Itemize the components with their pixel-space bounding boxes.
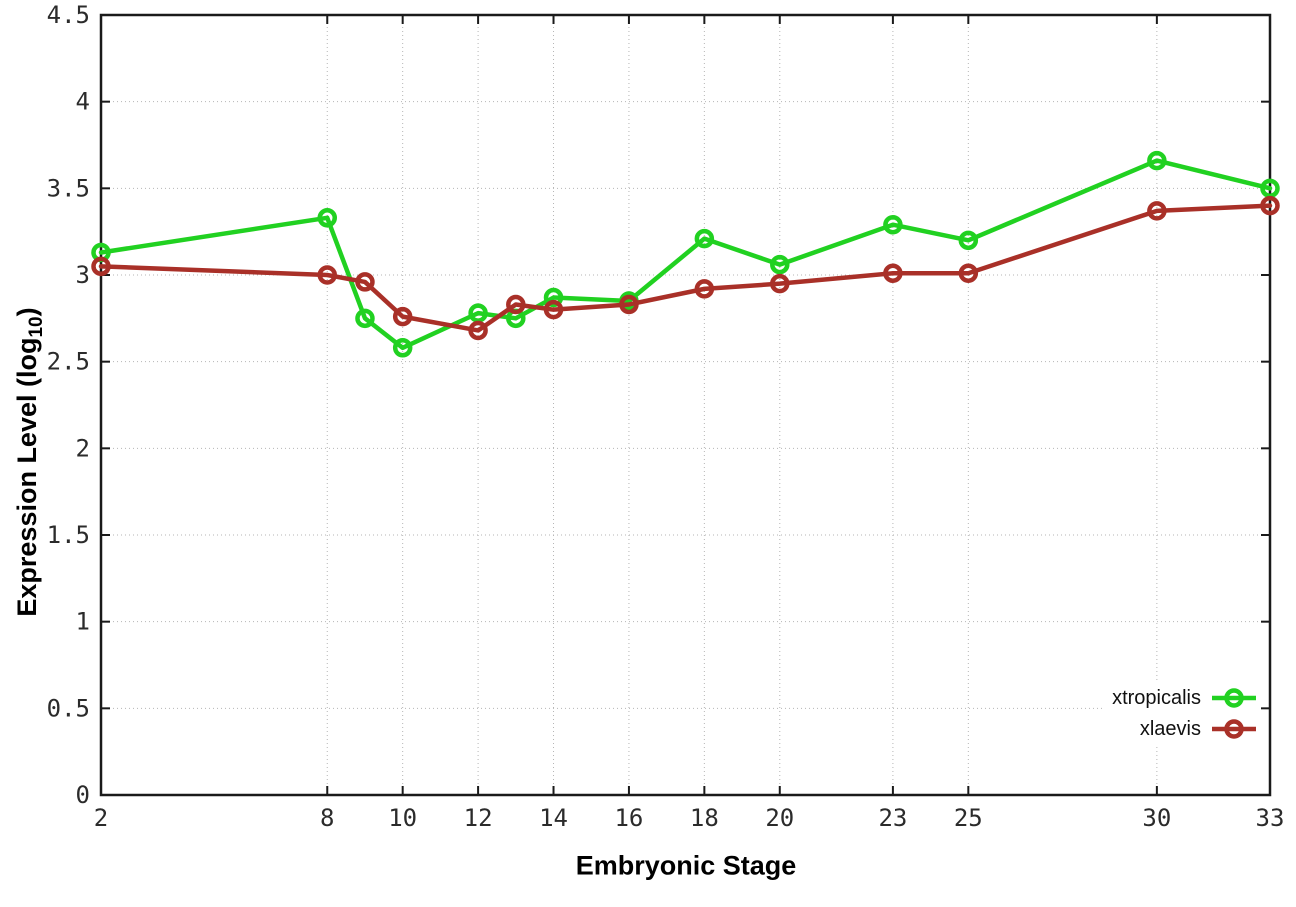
x-tick-label: 30 <box>1142 804 1171 832</box>
data-point-xtropicalis <box>392 338 413 358</box>
y-axis-label: Expression Level (log10) <box>12 307 48 616</box>
y-tick-label: 3 <box>76 261 90 289</box>
x-tick-label: 20 <box>765 804 794 832</box>
data-point-xlaevis <box>468 320 488 341</box>
plot-border <box>99 13 1272 797</box>
y-tick-label: 0.5 <box>47 694 90 722</box>
y-tick-label: 2.5 <box>47 348 90 376</box>
y-tick-label: 0 <box>76 781 90 809</box>
legend-label-xlaevis: xlaevis <box>1139 718 1201 740</box>
data-point-xtropicalis <box>694 228 715 249</box>
data-point-xlaevis <box>694 279 715 299</box>
y-axis-label-text: Expression Level (log <box>11 337 42 617</box>
data-point-xlaevis <box>1260 195 1280 216</box>
data-point-xtropicalis <box>543 287 564 308</box>
data-point-xtropicalis <box>883 214 903 235</box>
y-tick-label: 4.5 <box>47 1 90 29</box>
x-tick-label: 16 <box>614 804 643 832</box>
y-axis-label-suffix: ) <box>11 307 42 317</box>
x-tick-label: 14 <box>539 804 568 832</box>
x-tick-label: 18 <box>690 804 719 832</box>
y-tick-label: 1.5 <box>47 521 90 549</box>
data-point-xtropicalis <box>1147 150 1167 171</box>
x-tick-label: 2 <box>94 804 108 832</box>
x-tick-label: 10 <box>388 804 417 832</box>
data-point-xtropicalis <box>317 208 338 228</box>
y-axis-label-subscript: 10 <box>26 316 48 338</box>
x-tick-label: 8 <box>320 804 334 832</box>
data-point-xlaevis <box>619 294 639 315</box>
data-point-xtropicalis <box>355 308 375 329</box>
legend-item-xtropicalis: xtropicalis <box>1112 685 1258 711</box>
data-point-xlaevis <box>1147 201 1167 221</box>
data-point-xlaevis <box>883 263 903 284</box>
data-point-xtropicalis <box>770 254 790 275</box>
x-tick-label: 25 <box>954 804 983 832</box>
y-tick-label: 2 <box>76 434 90 462</box>
data-point-xtropicalis <box>1260 178 1280 199</box>
data-point-xtropicalis <box>958 230 979 251</box>
data-point-xlaevis <box>355 272 375 292</box>
x-tick-label: 12 <box>464 804 493 832</box>
x-tick-label: 33 <box>1256 804 1285 832</box>
data-point-xlaevis <box>392 306 413 327</box>
legend-marker-xlaevis-icon <box>1212 719 1256 739</box>
legend-label-xtropicalis: xtropicalis <box>1112 687 1201 709</box>
legend-item-xlaevis: xlaevis <box>1112 716 1258 742</box>
x-axis-label: Embryonic Stage <box>575 850 797 881</box>
data-point-xlaevis <box>770 273 790 294</box>
data-point-xlaevis <box>317 265 338 285</box>
data-point-xlaevis <box>543 299 564 320</box>
data-point-xtropicalis <box>468 303 488 323</box>
legend: xtropicalis xlaevis <box>1102 682 1260 745</box>
y-tick-label: 1 <box>76 608 90 636</box>
legend-marker-xtropicalis-icon <box>1212 688 1256 708</box>
data-point-xlaevis <box>958 263 979 284</box>
data-point-xlaevis <box>91 256 111 277</box>
x-tick-label: 23 <box>878 804 907 832</box>
data-point-xlaevis <box>506 294 526 315</box>
y-tick-label: 4 <box>76 88 90 116</box>
y-tick-label: 3.5 <box>47 174 90 202</box>
